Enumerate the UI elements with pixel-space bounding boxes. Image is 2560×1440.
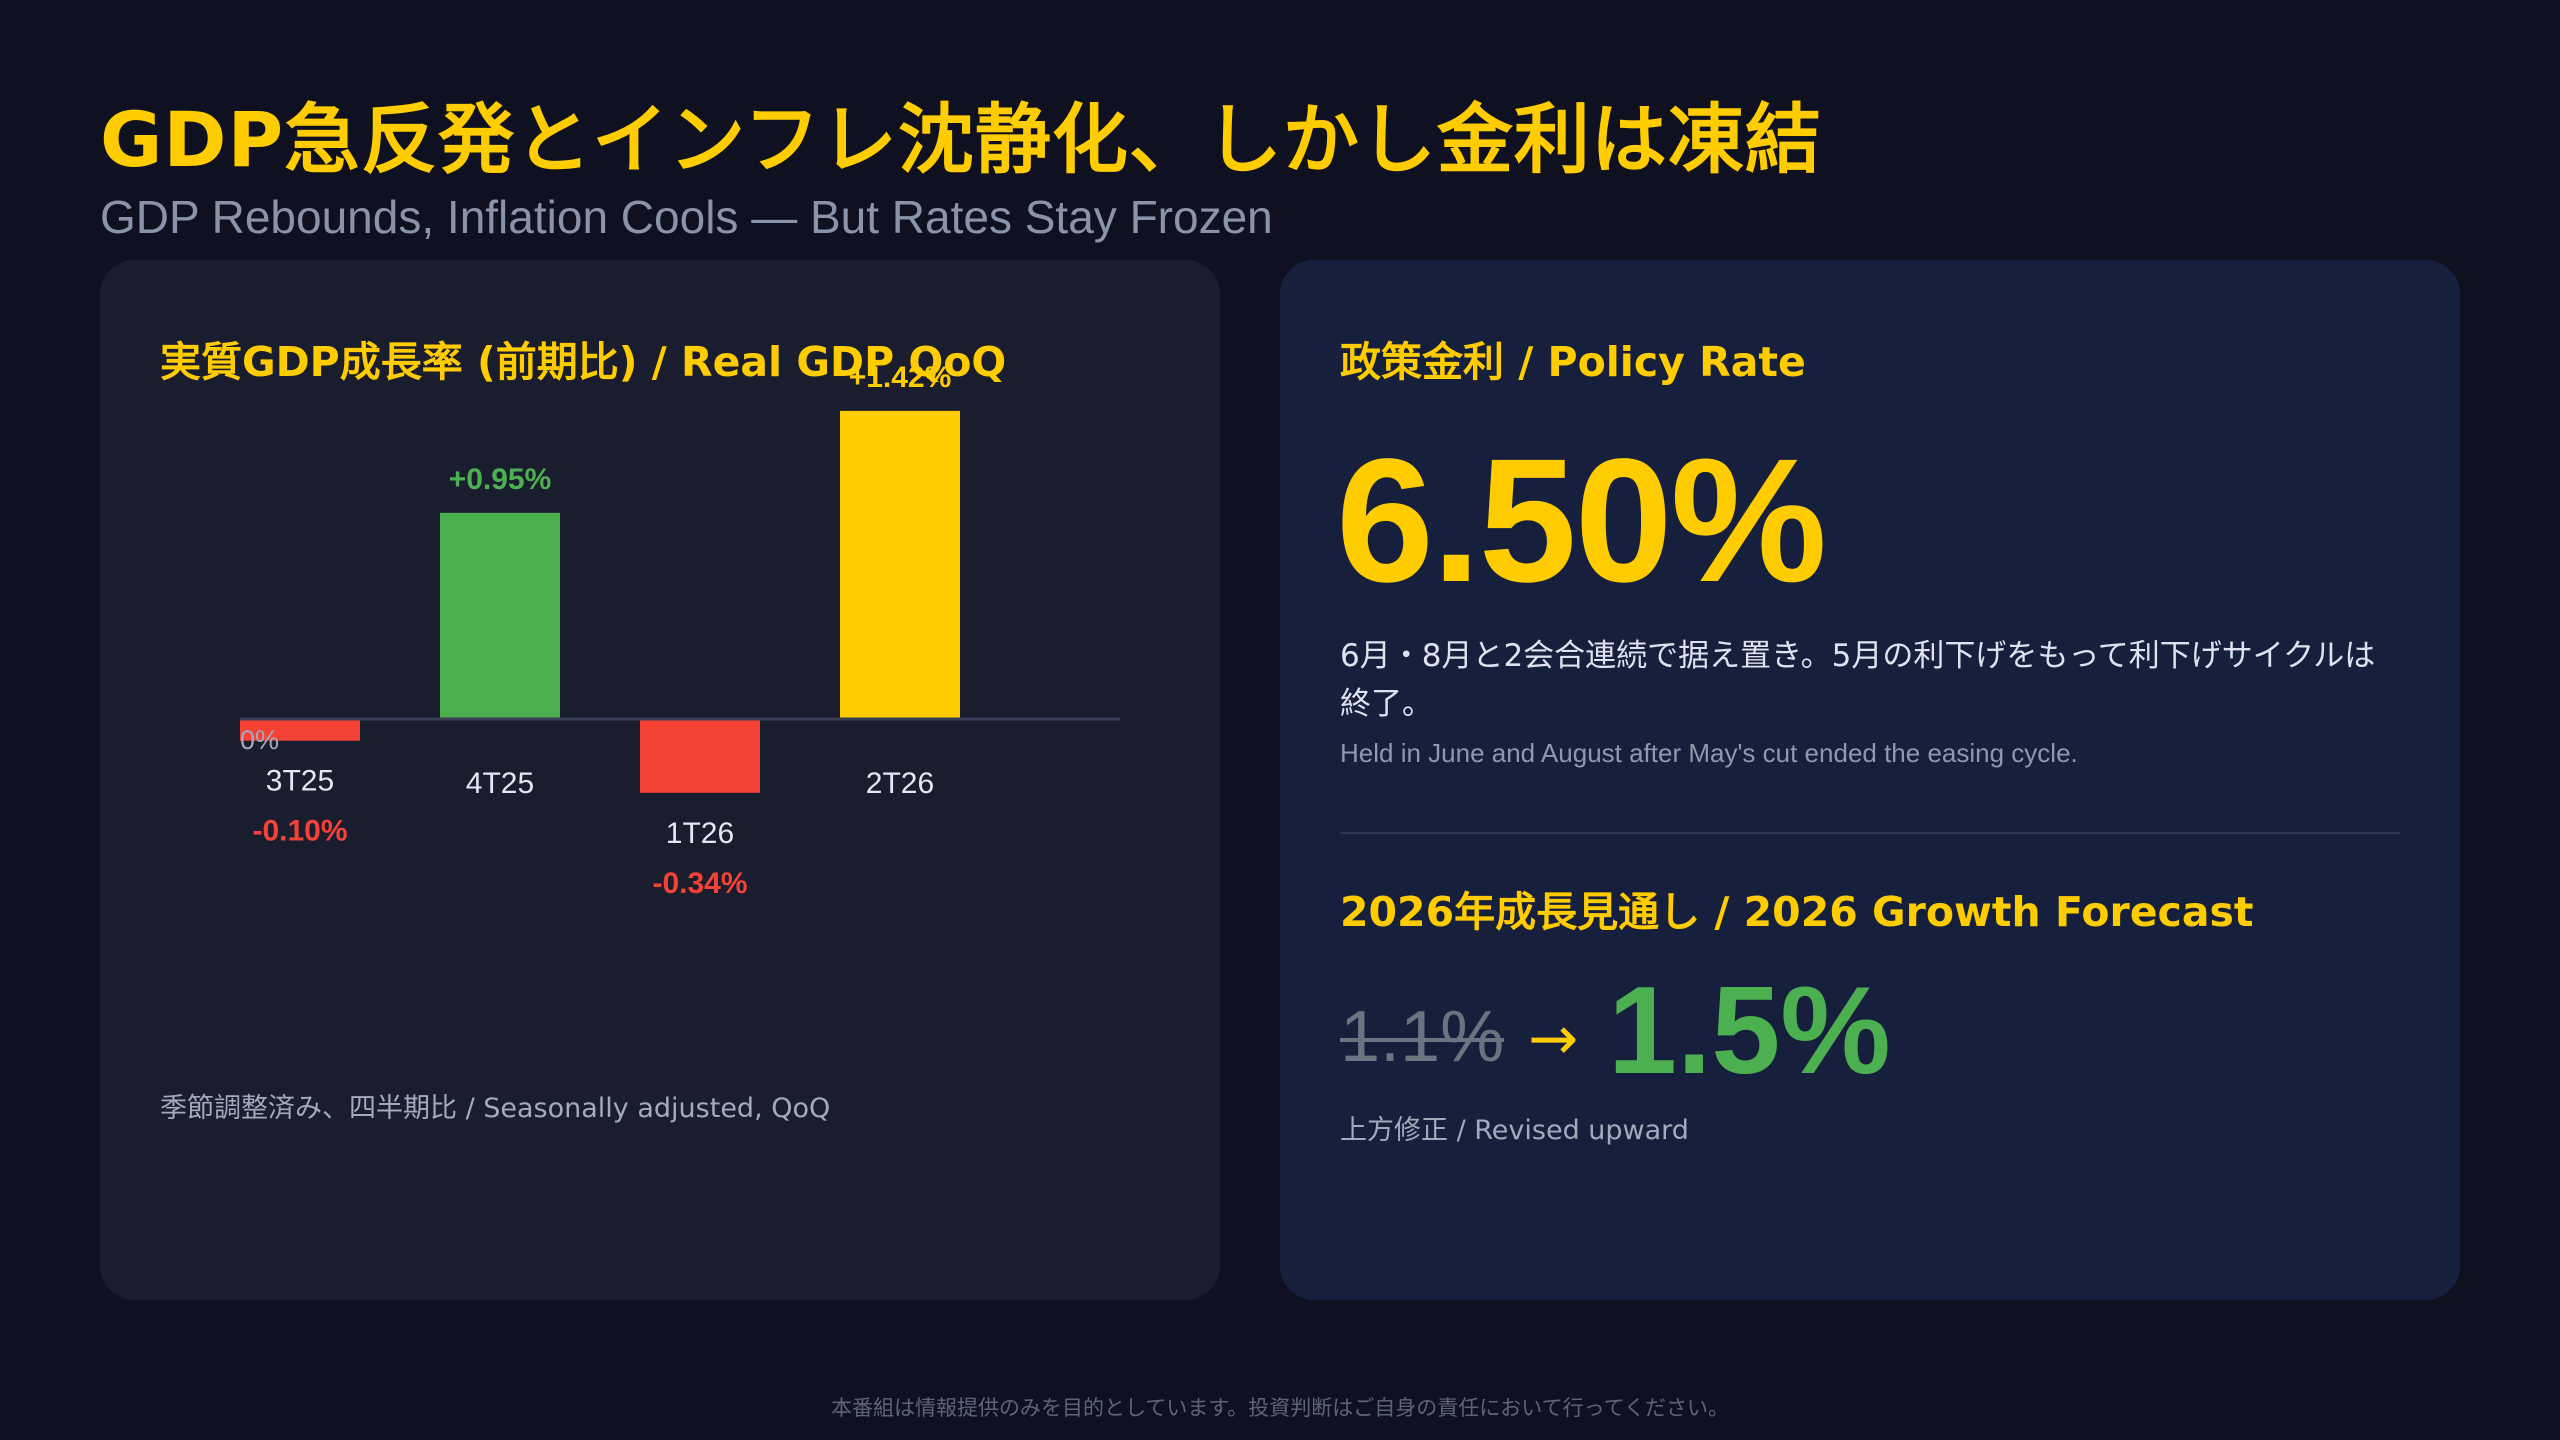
policy-rate-value: 6.50% [1336,423,1827,619]
chart-note: 季節調整済み、四半期比 / Seasonally adjusted, QoQ [160,1093,831,1124]
data-label-2T26: +1.42% [849,361,952,394]
divider [1340,832,2400,834]
forecast-old-value: 1.1% [1340,997,1505,1077]
gdp-bar-chart: 3T25 -0.10% 4T25 +0.95% 1T26 -0.34% 2T26 +1.42%… [240,361,1120,900]
data-label-1T26: -0.34% [652,867,747,900]
forecast-title: 2026年成長見通し / 2026 Growth Forecast [1340,888,2254,936]
bar-4T25 [440,512,560,719]
data-label-4T25: +0.95% [449,463,552,496]
tick-label-3T25: 3T25 [266,765,334,798]
tick-label-4T25: 4T25 [466,767,534,800]
policy-panel: 政策金利 / Policy Rate 6.50% 6月・8月と2会合連続で据え置… [1280,260,2460,1300]
bar-3T25 [240,719,360,741]
bar-2T26 [840,410,960,719]
disclaimer: 本番組は情報提供のみを目的としています。投資判断はご自身の責任において行ってくだ… [831,1396,1729,1420]
gdp-panel-title: 実質GDP成長率 (前期比) / Real GDP QoQ [160,338,1007,386]
data-label-3T25: -0.10% [252,815,347,848]
policy-panel-title: 政策金利 / Policy Rate [1340,338,1806,386]
bar-1T26 [640,719,760,793]
page-title: GDP急反発とインフレ沈静化、しかし金利は凍結 [100,95,1822,184]
policy-rate-description-en: Held in June and August after May's cut … [1340,738,2078,768]
forecast-note: 上方修正 / Revised upward [1340,1115,1689,1146]
tick-label-1T26: 1T26 [666,817,734,850]
forecast-new-value: 1.5% [1608,962,1891,1100]
zero-axis-label: 0% [240,725,279,755]
forecast-row: 1.1% → 1.5% [1340,960,2420,1100]
gdp-panel: 3T25 -0.10% 4T25 +0.95% 1T26 -0.34% 2T26 +1.42%… [100,260,1220,1300]
right-arrow-icon: → [1528,1004,1579,1074]
tick-label-2T26: 2T26 [866,767,934,800]
policy-rate-description-ja: 6月・8月と2会合連続で据え置き。5月の利下げをもって利下げサイクルは終了。 [1340,638,2376,722]
page-subtitle: GDP Rebounds, Inflation Cools — But Rate… [100,191,1273,243]
